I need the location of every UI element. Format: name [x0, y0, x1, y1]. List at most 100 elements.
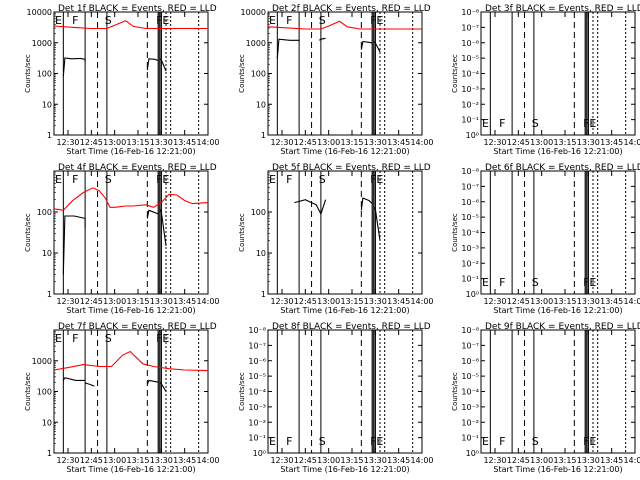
event-marker-label: F [72, 14, 78, 27]
x-tick-label: 12:30 [56, 138, 79, 147]
x-tick-label: 13:30 [150, 297, 173, 306]
events-series-line [62, 57, 86, 77]
x-tick-label: 13:00 [103, 297, 126, 306]
events-series-line [294, 199, 327, 216]
x-tick-label: 13:00 [530, 138, 553, 147]
y-tick-label: 10⁻³ [461, 244, 479, 253]
y-tick-label: 10⁻¹ [461, 275, 479, 284]
x-tick-label: 13:00 [530, 456, 553, 465]
x-tick-label: 13:30 [577, 138, 600, 147]
y-tick-label: 10⁻⁴ [461, 70, 479, 79]
chart-panel-3: Det 3f BLACK = Events, RED = LLD 10⁰ 10⁻¹ 1… [451, 4, 640, 156]
chart-panel-9: Det 9f BLACK = Events, RED = LLD 10⁰ 10⁻¹ 1… [451, 322, 640, 474]
x-axis-label: Start Time (16-Feb-16 12:21:00) [493, 147, 622, 156]
x-axis-label: Start Time (16-Feb-16 12:21:00) [280, 306, 409, 315]
x-tick-label: 12:45 [294, 297, 317, 306]
x-tick-label: 13:30 [150, 138, 173, 147]
event-marker-label: S [319, 173, 326, 186]
y-tick-label: 10000 [27, 8, 52, 17]
y-tick-label: 10⁻⁵ [461, 372, 479, 381]
y-tick-label: 10⁻² [461, 259, 479, 268]
x-tick-label: 14:00 [623, 138, 640, 147]
event-marker-label: S [319, 14, 326, 27]
event-marker-label: E [55, 14, 62, 27]
x-tick-label: 12:30 [270, 138, 293, 147]
event-marker-label: F [583, 117, 589, 130]
x-tick-label: 13:00 [103, 138, 126, 147]
events-series-line [373, 206, 381, 241]
event-marker-label: S [532, 117, 539, 130]
events-series-line [62, 377, 86, 381]
y-tick-label: 10⁻⁵ [461, 54, 479, 63]
x-tick-label: 12:30 [483, 297, 506, 306]
event-marker-label: F [72, 173, 78, 186]
event-marker-label: F [156, 14, 162, 27]
event-marker-label: S [319, 435, 326, 448]
y-tick-label: 1000 [32, 357, 52, 366]
x-tick-label: 13:15 [126, 297, 149, 306]
x-tick-label: 14:00 [410, 456, 433, 465]
y-tick-label: 10⁻⁴ [461, 229, 479, 238]
x-axis-label: Start Time (16-Feb-16 12:21:00) [493, 465, 622, 474]
y-tick-label: 10⁻³ [461, 403, 479, 412]
event-marker-label: F [286, 435, 292, 448]
event-marker-label: E [589, 117, 596, 130]
x-axis-label: Start Time (16-Feb-16 12:21:00) [493, 306, 622, 315]
y-tick-label: 100 [251, 70, 266, 79]
events-series-line [159, 208, 167, 246]
x-tick-label: 13:15 [553, 297, 576, 306]
event-marker-label: F [72, 332, 78, 345]
event-marker-label: E [55, 173, 62, 186]
x-tick-label: 12:45 [80, 456, 103, 465]
y-tick-label: 10 [42, 249, 52, 258]
y-tick-label: 10 [256, 249, 266, 258]
event-marker-label: E [162, 332, 169, 345]
y-tick-label: 1 [261, 131, 266, 140]
lld-series-line [53, 350, 209, 372]
event-marker-label: E [482, 435, 489, 448]
x-tick-label: 12:45 [507, 297, 530, 306]
x-tick-label: 14:00 [196, 138, 219, 147]
event-marker-label: F [156, 332, 162, 345]
chart-panel-8: Det 8f BLACK = Events, RED = LLD 10⁰ 10⁻¹ 1… [238, 322, 434, 474]
x-tick-label: 13:15 [340, 456, 363, 465]
chart-title: Det 7f BLACK = Events, RED = LLD [58, 322, 217, 332]
chart-panel-2: Det 2f BLACK = Events, RED = LLD 1 10 100 10… [238, 4, 434, 156]
lld-series-line [53, 20, 208, 30]
x-tick-label: 14:00 [410, 297, 433, 306]
event-marker-label: F [499, 435, 505, 448]
y-tick-label: 10⁻³ [248, 403, 266, 412]
x-tick-label: 13:00 [317, 297, 340, 306]
x-tick-label: 13:00 [317, 456, 340, 465]
y-axis-label: Counts/sec [24, 213, 32, 252]
events-series-line [146, 58, 159, 71]
events-series-line [84, 382, 95, 387]
x-tick-label: 12:45 [80, 138, 103, 147]
y-tick-label: 10⁻⁵ [248, 372, 266, 381]
chart-title: Det 9f BLACK = Events, RED = LLD [485, 322, 640, 332]
x-tick-label: 14:00 [196, 456, 219, 465]
x-tick-label: 12:45 [294, 456, 317, 465]
event-marker-label: E [269, 14, 276, 27]
x-tick-label: 14:00 [410, 138, 433, 147]
x-tick-label: 13:00 [317, 138, 340, 147]
x-tick-label: 13:45 [173, 138, 196, 147]
chart-panel-7: Det 7f BLACK = Events, RED = LLD 1 10 100 10… [24, 322, 220, 474]
event-marker-label: E [482, 117, 489, 130]
event-marker-label: E [482, 276, 489, 289]
y-tick-label: 10⁻⁷ [461, 182, 479, 191]
chart-panel-6: Det 6f BLACK = Events, RED = LLD 10⁰ 10⁻¹ 1… [451, 163, 640, 315]
x-tick-label: 13:45 [387, 138, 410, 147]
x-axis-label: Start Time (16-Feb-16 12:21:00) [66, 147, 195, 156]
y-tick-label: 10⁰ [466, 131, 479, 140]
y-tick-label: 1 [47, 449, 52, 458]
chart-title: Det 4f BLACK = Events, RED = LLD [58, 163, 217, 173]
y-tick-label: 10⁻⁸ [248, 326, 266, 335]
event-marker-label: S [105, 14, 112, 27]
event-marker-label: F [499, 117, 505, 130]
y-tick-label: 10 [42, 100, 52, 109]
x-tick-label: 13:30 [364, 138, 387, 147]
event-marker-label: E [376, 173, 383, 186]
events-series-line [159, 381, 167, 392]
chart-panel-5: Det 5f BLACK = Events, RED = LLD 1 10 100 Co… [238, 163, 434, 315]
